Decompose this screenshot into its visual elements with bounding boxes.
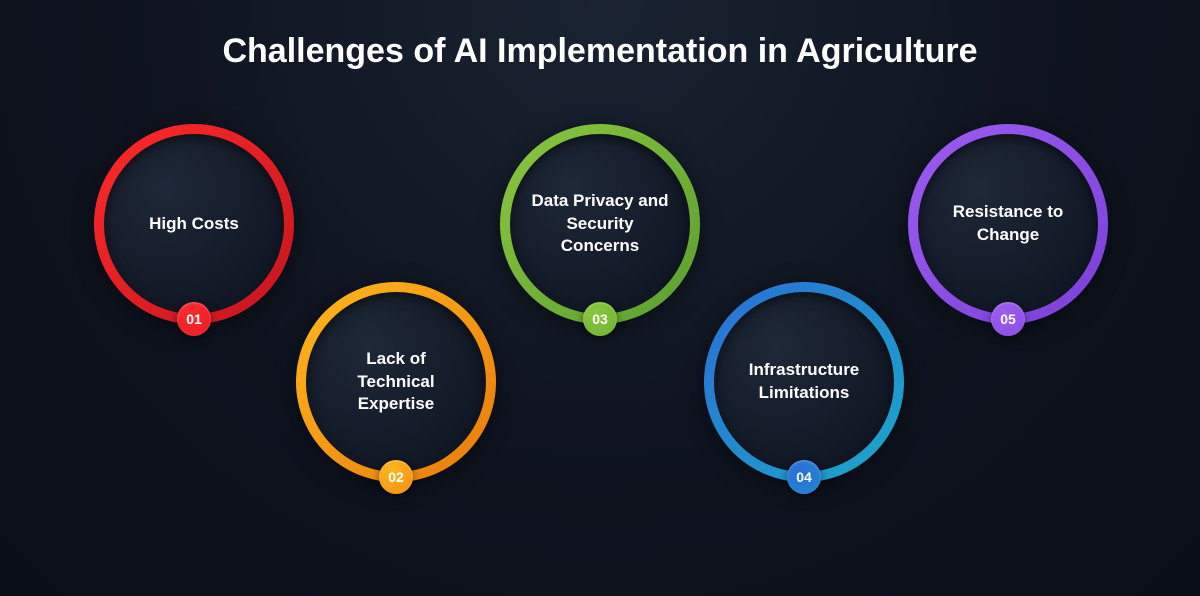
number-badge-05: 05 (991, 302, 1025, 336)
circle-label: High Costs (149, 213, 239, 236)
circle-inner: High Costs (104, 134, 284, 314)
challenge-circle-04: Infrastructure Limitations04 (704, 282, 904, 482)
circle-inner: Data Privacy and Security Concerns (510, 134, 690, 314)
challenge-circle-02: Lack of Technical Expertise02 (296, 282, 496, 482)
challenge-circle-05: Resistance to Change05 (908, 124, 1108, 324)
number-badge-01: 01 (177, 302, 211, 336)
circle-label: Infrastructure Limitations (734, 359, 874, 405)
circle-inner: Infrastructure Limitations (714, 292, 894, 472)
challenge-circle-01: High Costs01 (94, 124, 294, 324)
circle-label: Resistance to Change (938, 201, 1078, 247)
circle-inner: Lack of Technical Expertise (306, 292, 486, 472)
circle-label: Lack of Technical Expertise (326, 348, 466, 417)
challenge-circle-03: Data Privacy and Security Concerns03 (500, 124, 700, 324)
circle-label: Data Privacy and Security Concerns (530, 190, 670, 259)
circles-container: High Costs01Lack of Technical Expertise0… (0, 0, 1200, 596)
number-badge-02: 02 (379, 460, 413, 494)
circle-inner: Resistance to Change (918, 134, 1098, 314)
number-badge-03: 03 (583, 302, 617, 336)
number-badge-04: 04 (787, 460, 821, 494)
